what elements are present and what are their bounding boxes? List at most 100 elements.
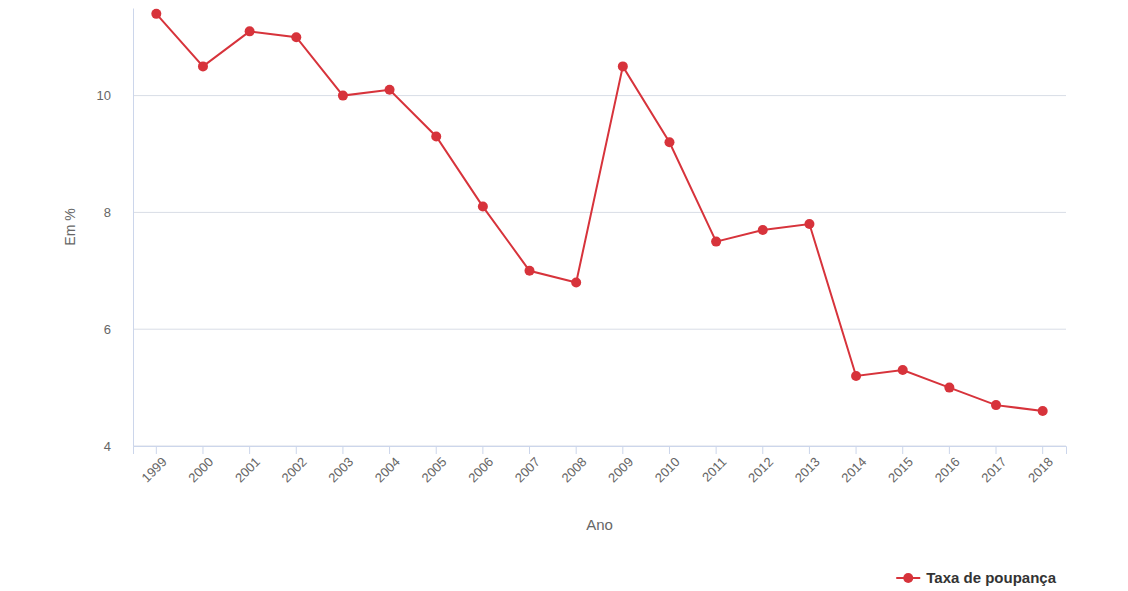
x-tick-mark: [716, 446, 717, 454]
point[interactable]: [618, 61, 628, 71]
plot-area: 4 6 8 10 1999 2000 2001 2002 2003 2004 2005 2006 200…: [97, 9, 1067, 486]
point[interactable]: [1038, 406, 1048, 416]
x-tick: 2011: [699, 446, 729, 485]
x-tick: 2002: [279, 446, 310, 485]
x-tick-mark: [856, 446, 857, 454]
x-tick: 2000: [185, 446, 216, 485]
x-tick: 2017: [978, 446, 1009, 485]
x-tick-label: 2013: [792, 454, 823, 485]
point[interactable]: [151, 9, 161, 19]
x-tick: 2007: [512, 446, 543, 485]
x-tick: 2015: [885, 446, 916, 485]
point[interactable]: [851, 371, 861, 381]
legend: Taxa de poupança: [896, 569, 1056, 586]
x-tick-mark: [669, 446, 670, 454]
chart: 4 6 8 10 1999 2000 2001 2002 2003 2004 2005 2006 200…: [0, 0, 1128, 591]
x-axis-title: Ano: [586, 516, 613, 533]
x-tick-label: 1999: [139, 454, 170, 485]
x-tick: 2005: [419, 446, 450, 485]
x-tick-label: 2011: [699, 454, 729, 484]
point[interactable]: [291, 32, 301, 42]
x-tick-mark: [482, 446, 483, 454]
x-tick: 2018: [1025, 446, 1056, 485]
y-tick-label: 10: [97, 88, 111, 103]
x-tick-mark: [996, 446, 997, 454]
x-tick-label: 2014: [838, 454, 869, 485]
x-tick-label: 2002: [279, 454, 310, 485]
legend-swatch: [903, 573, 913, 583]
y-tick-label: 8: [104, 205, 111, 220]
point[interactable]: [758, 225, 768, 235]
point[interactable]: [711, 237, 721, 247]
point[interactable]: [664, 137, 674, 147]
x-tick: 2004: [372, 446, 403, 485]
x-tick-mark: [436, 446, 437, 454]
grid-line: [133, 212, 1066, 213]
point[interactable]: [944, 383, 954, 393]
x-tick: 2001: [232, 446, 263, 485]
x-tick-mark: [249, 446, 250, 454]
series-line: [156, 14, 1042, 411]
x-tick: 2012: [745, 446, 776, 485]
legend-label: Taxa de poupança: [926, 569, 1056, 586]
x-tick-label: 2009: [605, 454, 636, 485]
y-tick: 6: [104, 322, 133, 337]
point[interactable]: [198, 61, 208, 71]
point[interactable]: [245, 26, 255, 36]
point[interactable]: [991, 400, 1001, 410]
x-tick-label: 2005: [419, 454, 450, 485]
x-tick: 2013: [792, 446, 823, 485]
x-tick: 2006: [465, 446, 496, 485]
x-tick-label: 2018: [1025, 454, 1056, 485]
x-tick-label: 2016: [932, 454, 963, 485]
x-axis: 1999 2000 2001 2002 2003 2004 2005 2006 2007 2008…: [134, 446, 1067, 485]
series-group: [151, 9, 1047, 416]
point[interactable]: [898, 365, 908, 375]
y-tick-label: 6: [104, 322, 111, 337]
point[interactable]: [571, 277, 581, 287]
x-tick-mark: [949, 446, 950, 454]
y-tick: 4: [104, 439, 133, 454]
x-tick: 2010: [652, 446, 683, 485]
point[interactable]: [385, 85, 395, 95]
x-tick-mark: [389, 446, 390, 454]
x-tick-label: 2000: [185, 454, 216, 485]
point[interactable]: [478, 202, 488, 212]
x-tick-label: 2017: [978, 454, 1009, 485]
x-tick: 2014: [838, 446, 869, 485]
x-tick-label: 2006: [465, 454, 496, 485]
x-tick-mark: [902, 446, 903, 454]
point[interactable]: [525, 266, 535, 276]
y-axis-title: Em %: [62, 208, 78, 245]
x-tick-label: 2008: [558, 454, 589, 485]
x-tick: 2008: [558, 446, 589, 485]
point[interactable]: [804, 219, 814, 229]
x-tick: 2003: [325, 446, 356, 485]
x-tick-label: 2004: [372, 454, 403, 485]
x-tick: 1999: [139, 446, 170, 485]
x-axis-line: [134, 447, 1067, 455]
y-tick: 10: [97, 88, 133, 103]
legend-item[interactable]: Taxa de poupança: [896, 569, 1056, 586]
x-tick-label: 2010: [652, 454, 683, 485]
x-tick-mark: [342, 446, 343, 454]
x-tick-mark: [576, 446, 577, 454]
x-tick-mark: [296, 446, 297, 454]
x-tick-mark: [762, 446, 763, 454]
x-tick-mark: [1042, 446, 1043, 454]
x-tick-label: 2015: [885, 454, 916, 485]
y-tick-label: 4: [104, 439, 111, 454]
grid: [133, 96, 1066, 446]
point[interactable]: [431, 131, 441, 141]
y-tick: 8: [104, 205, 133, 220]
x-tick: 2016: [932, 446, 963, 485]
x-tick-mark: [622, 446, 623, 454]
x-tick-label: 2001: [232, 454, 263, 485]
x-tick: 2009: [605, 446, 636, 485]
point[interactable]: [338, 91, 348, 101]
y-axis-line: [133, 9, 134, 447]
x-tick-mark: [529, 446, 530, 454]
y-axis: 4 6 8 10: [97, 9, 134, 454]
x-tick-mark: [809, 446, 810, 454]
x-tick-mark: [156, 446, 157, 454]
